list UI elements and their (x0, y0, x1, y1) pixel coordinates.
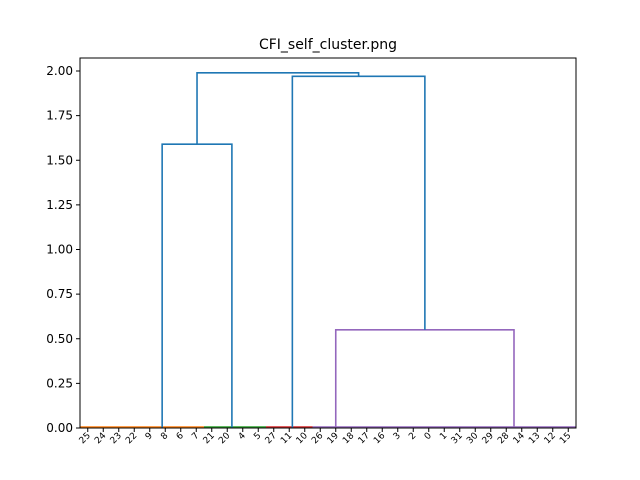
leaf-label: 3 (392, 431, 403, 442)
leaf-label: 9 (144, 431, 155, 442)
y-tick-label: 1.75 (46, 109, 73, 123)
leaf-label: 0 (423, 431, 434, 442)
y-axis: 0.00 0.25 0.50 0.75 1.00 1.25 1.50 1.75 2.00 (46, 64, 80, 435)
y-tick-label: 0.00 (46, 421, 73, 435)
leaf-label: 5 (252, 431, 263, 442)
leaf-label: 4 (237, 431, 248, 442)
plot-frame (79, 57, 577, 429)
y-tick-label: 1.00 (46, 243, 73, 257)
leaf-label: 6 (175, 431, 186, 442)
y-tick-label: 0.50 (46, 332, 73, 346)
y-tick-label: 0.75 (46, 287, 73, 301)
leaf-label: 7 (190, 431, 201, 442)
y-tick-label: 1.25 (46, 198, 73, 212)
merge-link-4 (196, 71, 360, 145)
y-tick-label: 2.00 (46, 64, 73, 78)
leaf-label: 1 (438, 431, 449, 442)
chart-title: CFI_self_cluster.png (259, 37, 397, 53)
y-tick-label: 0.25 (46, 376, 73, 390)
leaf-label: 2 (407, 431, 418, 442)
dendrogram-links (161, 71, 515, 428)
leaf-label: 8 (159, 431, 170, 442)
x-axis-leaf-labels: 25 24 23 22 9 8 6 7 21 20 4 5 27 11 10 26 19 18 17 16 3 2 0 1 31… (78, 428, 573, 446)
y-tick-label: 1.50 (46, 153, 73, 167)
